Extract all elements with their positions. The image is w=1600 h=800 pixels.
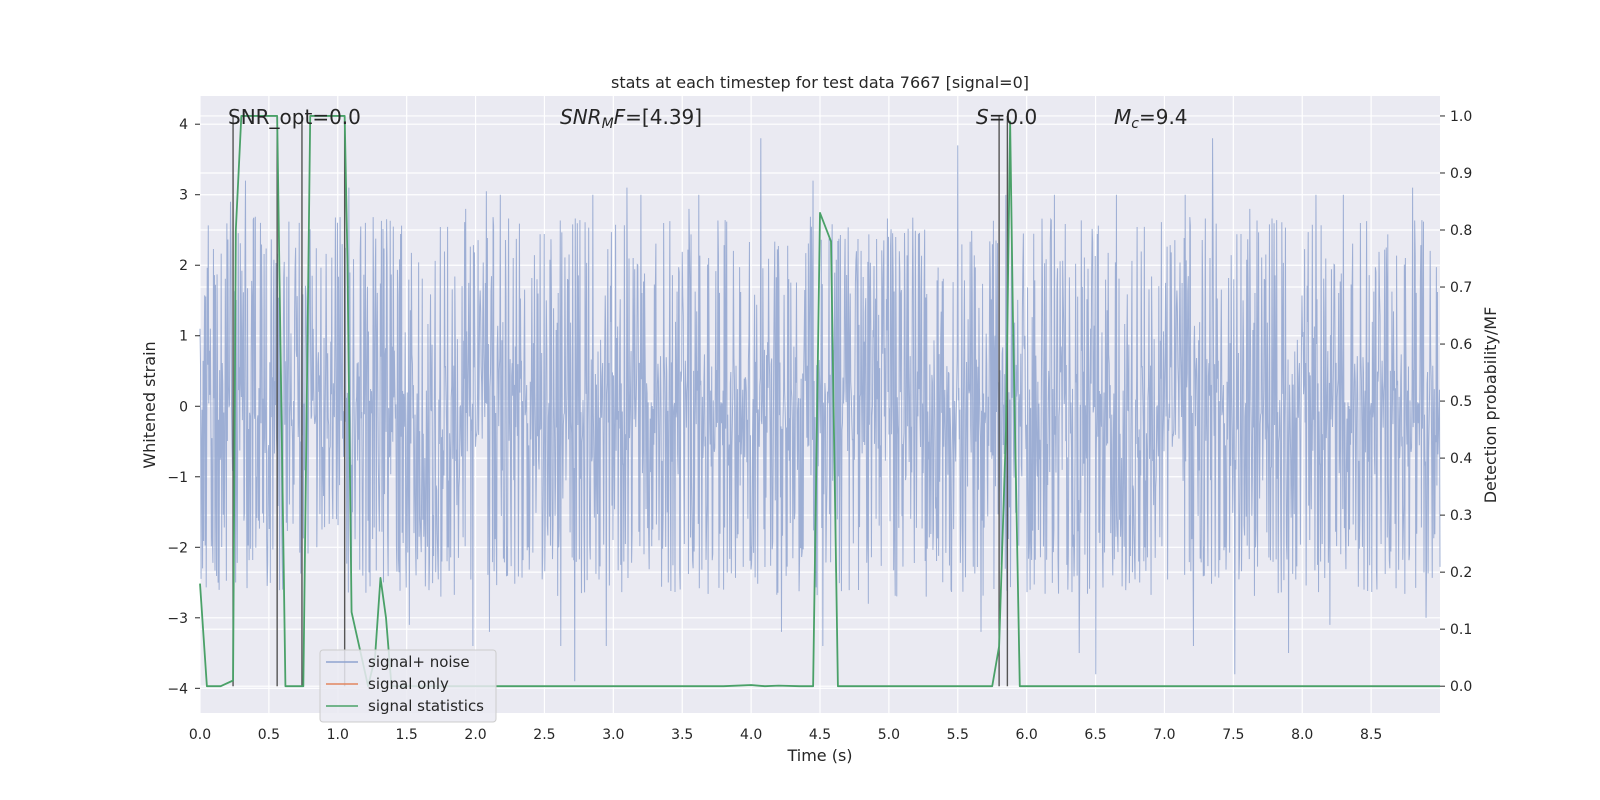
y-right-tick-label-3: 0.3 [1450,508,1472,524]
annotation-snr-opt: SNR_opt=0.0 [228,105,361,129]
y-axis-right-ticks: 0.0 0.1 0.2 0.3 0.4 0.5 0.6 0.7 0.8 0.9 1.0 [1440,109,1472,695]
series-signal-noise [199,138,1441,682]
x-tick-label-16: 8.0 [1291,727,1313,743]
y-left-tick-label-3: −1 [167,470,188,486]
y-axis-left-ticks: −4 −3 −2 −1 0 1 2 3 4 [167,117,200,697]
y-right-tick-label-7: 0.7 [1450,280,1472,296]
y-right-tick-label-5: 0.5 [1450,394,1472,410]
x-tick-label-13: 6.5 [1084,727,1106,743]
annotation-snr-mf-value: =[4.39] [625,105,702,129]
x-tick-label-11: 5.5 [947,727,969,743]
noise-series [199,138,1441,682]
y-left-tick-label-7: 3 [179,188,188,204]
x-tick-label-7: 3.5 [671,727,693,743]
x-tick-label-8: 4.0 [740,727,762,743]
annotation-s-stat: S=0.0 [976,105,1037,129]
annotation-mc: Mc=9.4 [1114,105,1188,132]
x-tick-label-9: 4.5 [809,727,831,743]
x-tick-label-2: 1.0 [327,727,349,743]
chart-title: stats at each timestep for test data 766… [611,73,1029,92]
annotation-snr-mf: SNRMF=[4.39] [560,105,702,132]
y-left-tick-label-5: 1 [179,329,188,345]
y-right-tick-label-6: 0.6 [1450,337,1472,353]
y-right-tick-label-0: 0.0 [1450,679,1472,695]
x-tick-label-3: 1.5 [396,727,418,743]
x-tick-label-6: 3.0 [602,727,624,743]
x-tick-label-17: 8.5 [1360,727,1382,743]
x-tick-label-10: 5.0 [878,727,900,743]
y-left-tick-label-8: 4 [179,117,188,133]
x-axis-ticks: 0.0 0.5 1.0 1.5 2.0 2.5 3.0 3.5 4.0 4.5 5.0 5.5 6.0 6… [189,727,1382,743]
x-tick-label-14: 7.0 [1153,727,1175,743]
legend: signal+ noise signal only signal statist… [319,649,497,723]
x-tick-label-5: 2.5 [533,727,555,743]
y-right-tick-label-1: 0.1 [1450,622,1472,638]
legend-label-signal-statistics: signal statistics [368,697,484,715]
x-tick-label-0: 0.0 [189,727,211,743]
x-axis-label: Time (s) [786,746,852,765]
x-tick-label-4: 2.0 [464,727,486,743]
y-right-tick-label-10: 1.0 [1450,109,1472,125]
y-right-tick-label-9: 0.9 [1450,166,1472,182]
legend-label-signal-only: signal only [368,675,449,693]
annotation-mc-value: =9.4 [1139,105,1188,129]
legend-label-signal-noise: signal+ noise [368,653,470,671]
y-left-tick-label-1: −3 [167,611,188,627]
y-axis-left-label: Whitened strain [140,341,159,468]
y-left-tick-label-4: 0 [179,399,188,415]
y-axis-right-label: Detection probability/MF [1481,307,1500,504]
y-left-tick-label-2: −2 [167,540,188,556]
y-right-tick-label-2: 0.2 [1450,565,1472,581]
y-right-tick-label-4: 0.4 [1450,451,1472,467]
annotation-s-stat-value: =0.0 [989,105,1038,129]
x-tick-label-1: 0.5 [258,727,280,743]
x-tick-label-12: 6.0 [1016,727,1038,743]
y-left-tick-label-6: 2 [179,258,188,274]
y-left-tick-label-0: −4 [167,681,188,697]
x-tick-label-15: 7.5 [1222,727,1244,743]
y-right-tick-label-8: 0.8 [1450,223,1472,239]
legend-box [319,649,497,723]
